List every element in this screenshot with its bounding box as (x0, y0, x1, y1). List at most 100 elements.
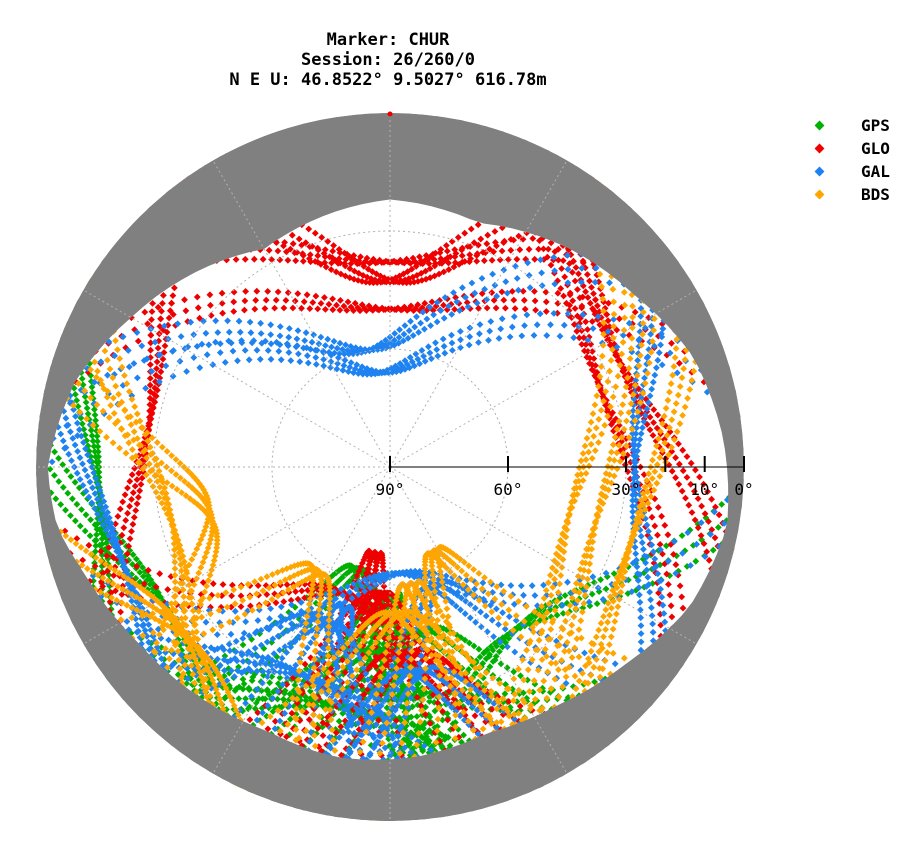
data-point (228, 138, 235, 146)
data-point (245, 686, 253, 694)
data-point (349, 824, 356, 831)
data-point (533, 794, 541, 801)
data-point (486, 811, 494, 819)
data-point (242, 695, 249, 703)
data-point (158, 744, 166, 752)
data-point (205, 777, 213, 784)
data-point (61, 305, 69, 312)
data-point (26, 432, 33, 439)
data-point (743, 400, 744, 408)
data-point (36, 376, 43, 383)
data-point (711, 305, 719, 312)
data-point (700, 282, 707, 290)
data-point (717, 610, 724, 618)
data-point (184, 763, 191, 771)
data-point (743, 400, 744, 408)
data-point (744, 520, 751, 527)
data-point (126, 715, 134, 722)
data-point (567, 777, 575, 784)
data-point (737, 376, 744, 383)
data-point (380, 825, 387, 832)
data-point (510, 123, 518, 131)
data-point (25, 457, 32, 464)
data-point (748, 470, 755, 477)
data-point (235, 787, 242, 795)
data-point (299, 814, 306, 821)
data-point (533, 794, 541, 801)
data-point (26, 438, 33, 445)
data-point (36, 400, 37, 408)
chart-title-position: N E U: 46.8522° 9.5027° 616.78m (229, 70, 547, 90)
data-point (361, 825, 368, 832)
data-point (124, 708, 132, 715)
data-point (355, 824, 362, 831)
data-point (266, 679, 274, 687)
data-point (545, 788, 552, 796)
data-point (105, 691, 113, 699)
data-point (619, 186, 626, 194)
data-point (323, 820, 331, 821)
data-point (29, 464, 36, 471)
data-point (73, 282, 80, 290)
data-point (37, 557, 44, 565)
data-point (589, 763, 596, 771)
data-point (744, 520, 751, 527)
data-point (239, 685, 247, 693)
data-point (276, 674, 284, 682)
data-point (86, 261, 94, 268)
data-point (748, 470, 755, 477)
data-point (239, 794, 247, 801)
data-point (486, 115, 494, 123)
data-point (76, 650, 84, 657)
data-point (29, 407, 36, 414)
data-point (638, 723, 645, 731)
data-point (262, 803, 270, 811)
data-point (449, 113, 457, 114)
data-point (686, 261, 694, 268)
data-point (72, 289, 80, 297)
data-point (61, 312, 69, 319)
data-point (426, 698, 433, 705)
data-point (113, 701, 121, 708)
data-point (474, 113, 481, 120)
data-point (25, 464, 32, 471)
data-point (599, 756, 607, 764)
data-point (36, 414, 40, 422)
data-point (262, 803, 270, 811)
data-point (239, 794, 247, 801)
data-point (286, 811, 294, 819)
data-point (731, 554, 739, 562)
data-point (126, 715, 134, 722)
data-point (73, 282, 80, 290)
data-point (387, 826, 394, 833)
data-point (443, 821, 450, 828)
data-point (449, 820, 457, 821)
data-point (200, 773, 207, 781)
data-point (239, 794, 247, 801)
data-point (589, 763, 596, 771)
data-point (36, 439, 37, 446)
data-point (663, 696, 671, 703)
data-point (86, 261, 94, 268)
data-point (424, 104, 431, 111)
data-point (93, 676, 101, 684)
data-point (424, 824, 431, 831)
data-point (319, 702, 326, 710)
data-point (36, 551, 43, 558)
data-point (734, 563, 742, 571)
data-point (281, 805, 289, 813)
data-point (262, 803, 270, 811)
data-point (711, 622, 719, 629)
data-point (205, 150, 213, 157)
data-point (638, 723, 645, 731)
data-point (686, 261, 694, 268)
data-point (56, 610, 63, 618)
data-point (36, 532, 39, 540)
data-point (38, 563, 46, 571)
data-point (711, 305, 719, 312)
data-point (262, 803, 270, 811)
data-point (93, 676, 101, 684)
data-point (27, 501, 34, 508)
data-point (737, 376, 744, 383)
